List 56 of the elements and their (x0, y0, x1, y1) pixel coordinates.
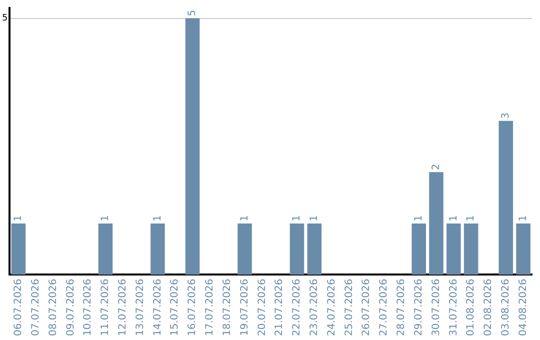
x-tick-label: 25.07.2026 (344, 278, 355, 336)
bar (412, 223, 426, 275)
x-tick-label: 20.07.2026 (256, 278, 268, 336)
data-label: 2 (430, 164, 442, 170)
x-tick-label: 07.07.2026 (30, 278, 42, 336)
bar (498, 120, 514, 275)
x-tick-label: 18.07.2026 (222, 278, 233, 336)
x-tick-label: 26.07.2026 (361, 278, 372, 336)
x-tick-label: 01.08.2026 (466, 278, 477, 336)
data-label: 1 (100, 215, 112, 222)
x-tick-label: 17.07.2026 (204, 278, 216, 336)
bar (516, 223, 530, 275)
x-tick-label: 21.07.2026 (274, 278, 286, 336)
x-tick-label: 10.07.2026 (82, 278, 94, 336)
data-label: 1 (466, 215, 477, 222)
bar (446, 223, 461, 275)
x-tick-label: 24.07.2026 (326, 278, 338, 336)
data-label: 1 (413, 215, 424, 222)
x-tick-label: 08.07.2026 (48, 278, 59, 336)
bar (290, 223, 304, 275)
bar (150, 223, 165, 275)
bar (464, 223, 478, 275)
data-label: 5 (187, 10, 198, 16)
data-label: 1 (13, 215, 24, 222)
x-tick-label: 22.07.2026 (292, 278, 303, 336)
x-tick-label: 13.07.2026 (134, 278, 146, 336)
x-tick-label: 27.07.2026 (378, 278, 390, 336)
x-tick-label: 19.07.2026 (239, 278, 250, 336)
x-tick-label: 11.07.2026 (100, 278, 112, 336)
bar (98, 223, 113, 275)
data-label: 3 (500, 112, 512, 119)
x-tick-label: 31.07.2026 (448, 278, 460, 336)
data-label: 1 (448, 215, 460, 222)
x-tick-label: 12.07.2026 (117, 278, 128, 336)
x-tick-label: 09.07.2026 (65, 278, 76, 336)
x-tick-label: 29.07.2026 (413, 278, 424, 336)
data-label: 1 (518, 215, 529, 222)
x-tick-label: 28.07.2026 (396, 278, 408, 336)
data-label: 1 (239, 215, 250, 222)
x-tick-label: 04.08.2026 (518, 278, 529, 336)
x-tick-label: 14.07.2026 (152, 278, 164, 336)
x-tick-label: 02.08.2026 (483, 278, 494, 336)
data-label: 1 (308, 215, 320, 222)
x-tick-label: 15.07.2026 (170, 278, 181, 336)
bar (238, 223, 252, 275)
data-label: 1 (292, 215, 303, 222)
x-tick-label: 30.07.2026 (430, 278, 442, 336)
bar (307, 223, 322, 275)
x-tick-label: 16.07.2026 (187, 278, 198, 336)
data-label: 1 (152, 215, 164, 222)
bar (11, 223, 26, 275)
bar (185, 18, 200, 275)
x-tick-label: 06.07.2026 (13, 278, 24, 336)
x-tick-label: 23.07.2026 (308, 278, 320, 336)
x-tick-label: 03.08.2026 (500, 278, 512, 336)
bar (429, 172, 444, 275)
